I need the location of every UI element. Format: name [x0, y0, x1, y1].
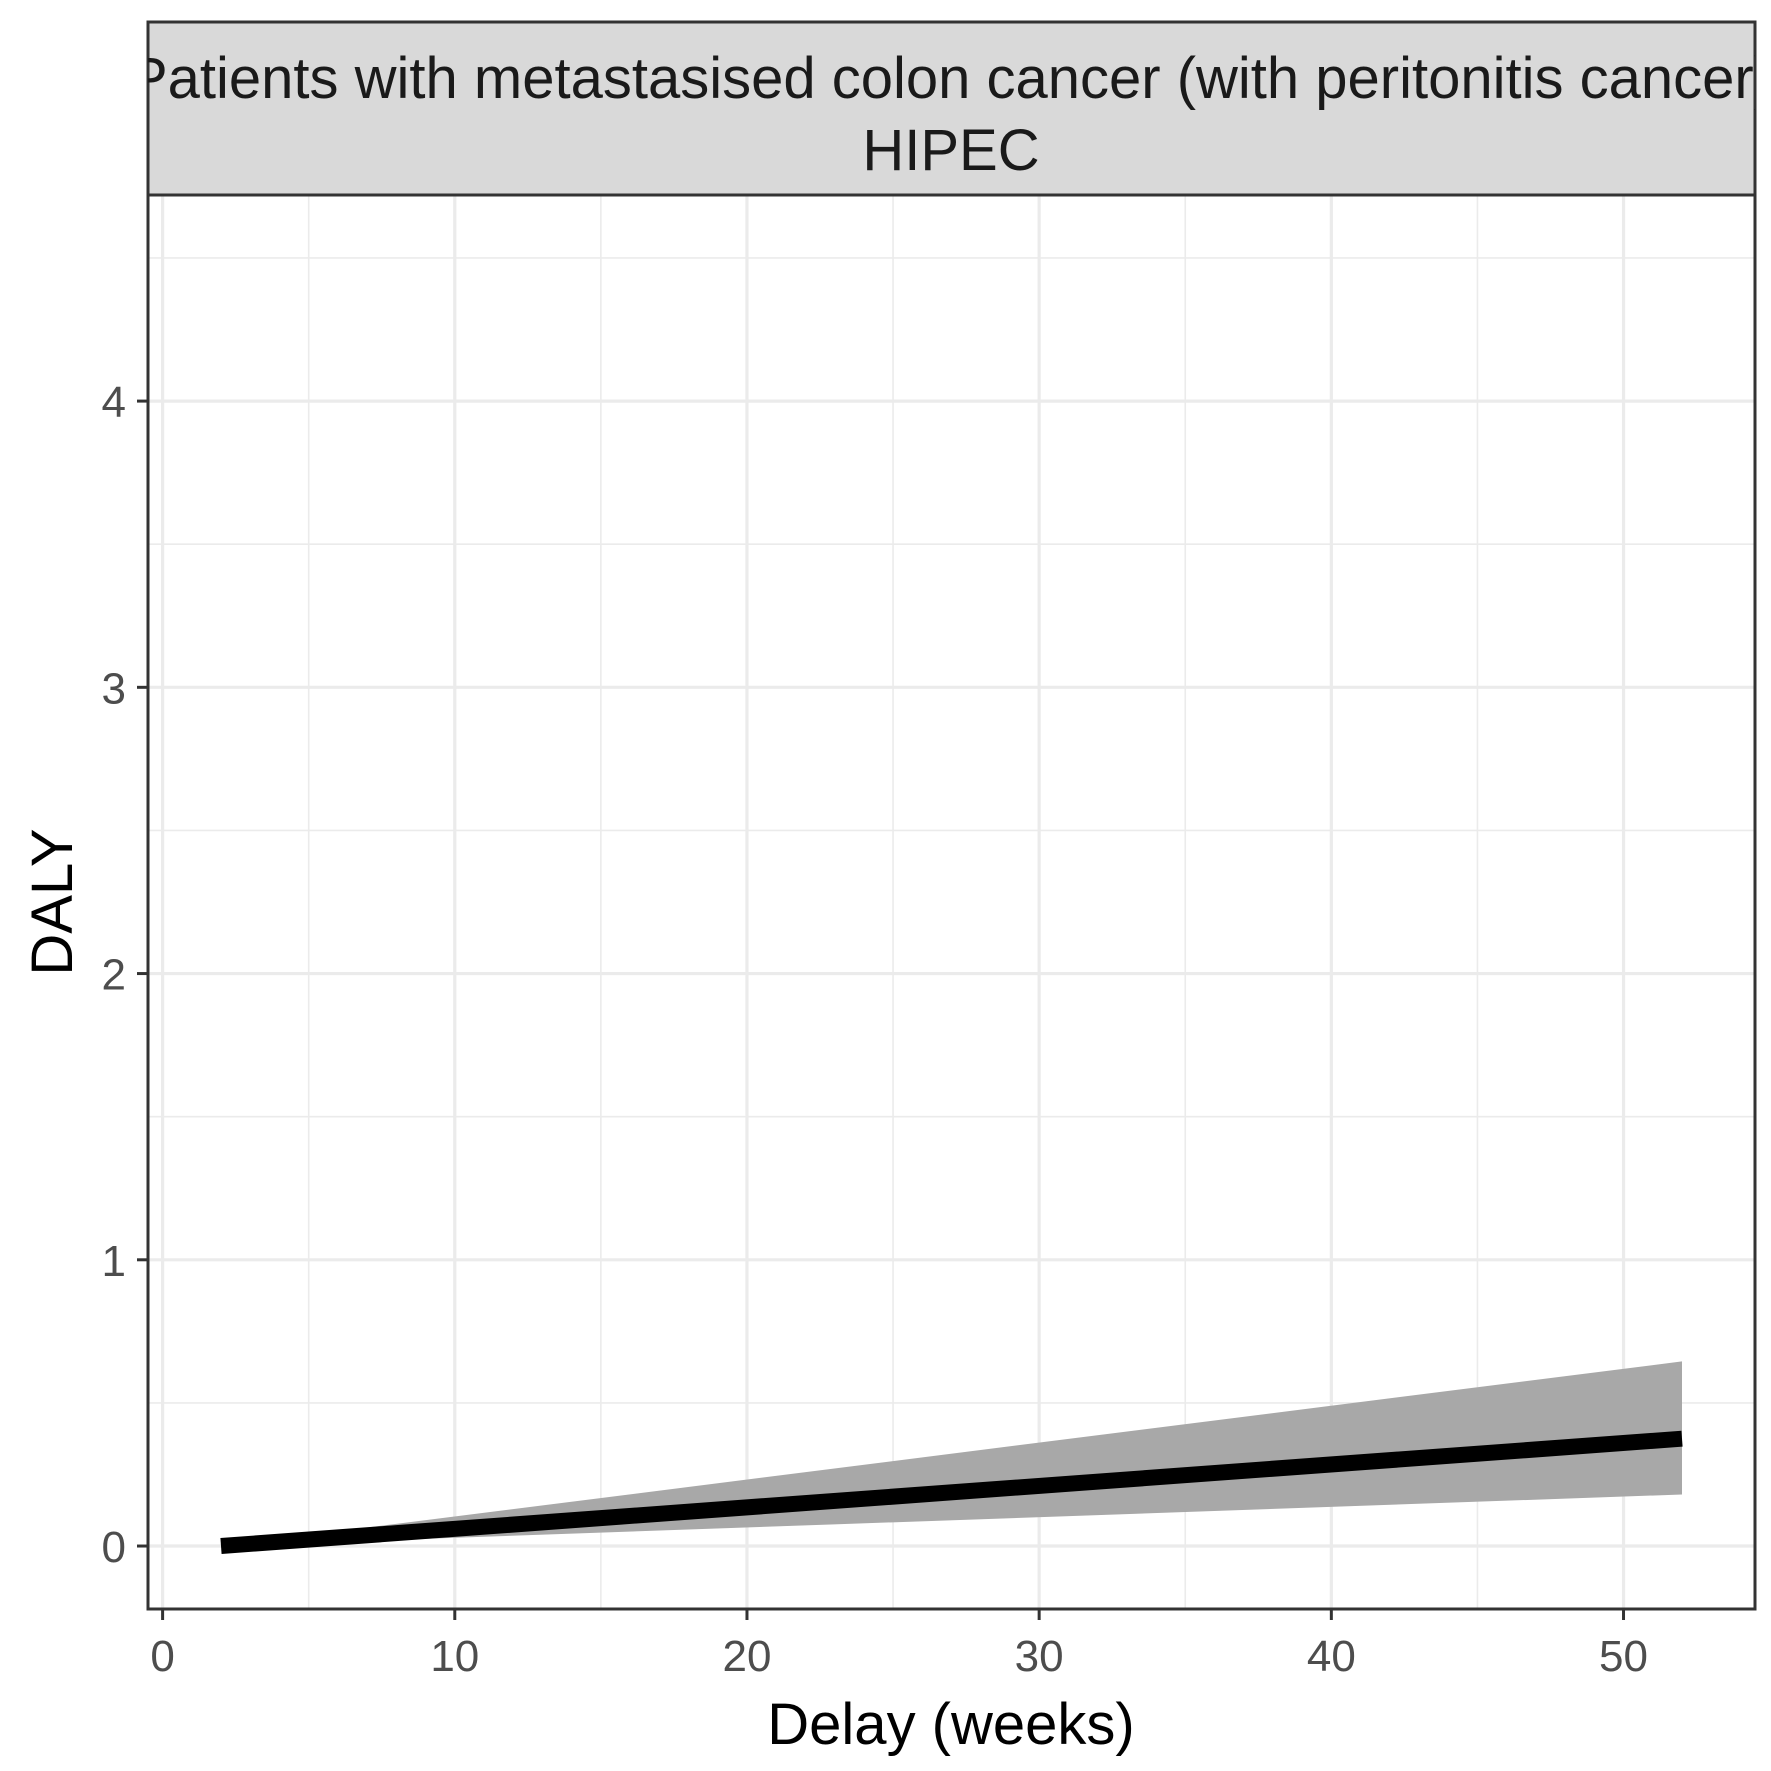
x-tick-label: 0 [150, 1632, 174, 1681]
y-axis: 0 1 2 3 4 [102, 378, 148, 1572]
plot-panel [148, 195, 1755, 1609]
x-tick-label: 30 [1015, 1632, 1064, 1681]
facet-strip-title-line2: HIPEC [862, 118, 1039, 183]
plot-panel-border [146, 193, 1757, 1611]
daly-trend-line [220, 1430, 1683, 1554]
x-axis-title: Delay (weeks) [767, 1692, 1134, 1757]
y-tick-label: 2 [102, 951, 126, 1000]
y-tick-label: 3 [102, 664, 126, 713]
facet-strip-title-line1: Patients with metastasised colon cancer … [129, 46, 1771, 111]
y-tick-label: 0 [102, 1523, 126, 1572]
x-tick-label: 20 [722, 1632, 771, 1681]
confidence-band [221, 1361, 1682, 1546]
y-tick-label: 4 [102, 378, 126, 427]
x-tick-label: 10 [430, 1632, 479, 1681]
x-tick-label: 40 [1307, 1632, 1356, 1681]
x-axis: 0 10 20 30 40 50 [150, 1609, 1648, 1681]
y-tick-label: 1 [102, 1237, 126, 1286]
y-axis-title: DALY [20, 828, 85, 975]
facet-strip [146, 20, 1757, 197]
x-tick-label: 50 [1599, 1632, 1648, 1681]
